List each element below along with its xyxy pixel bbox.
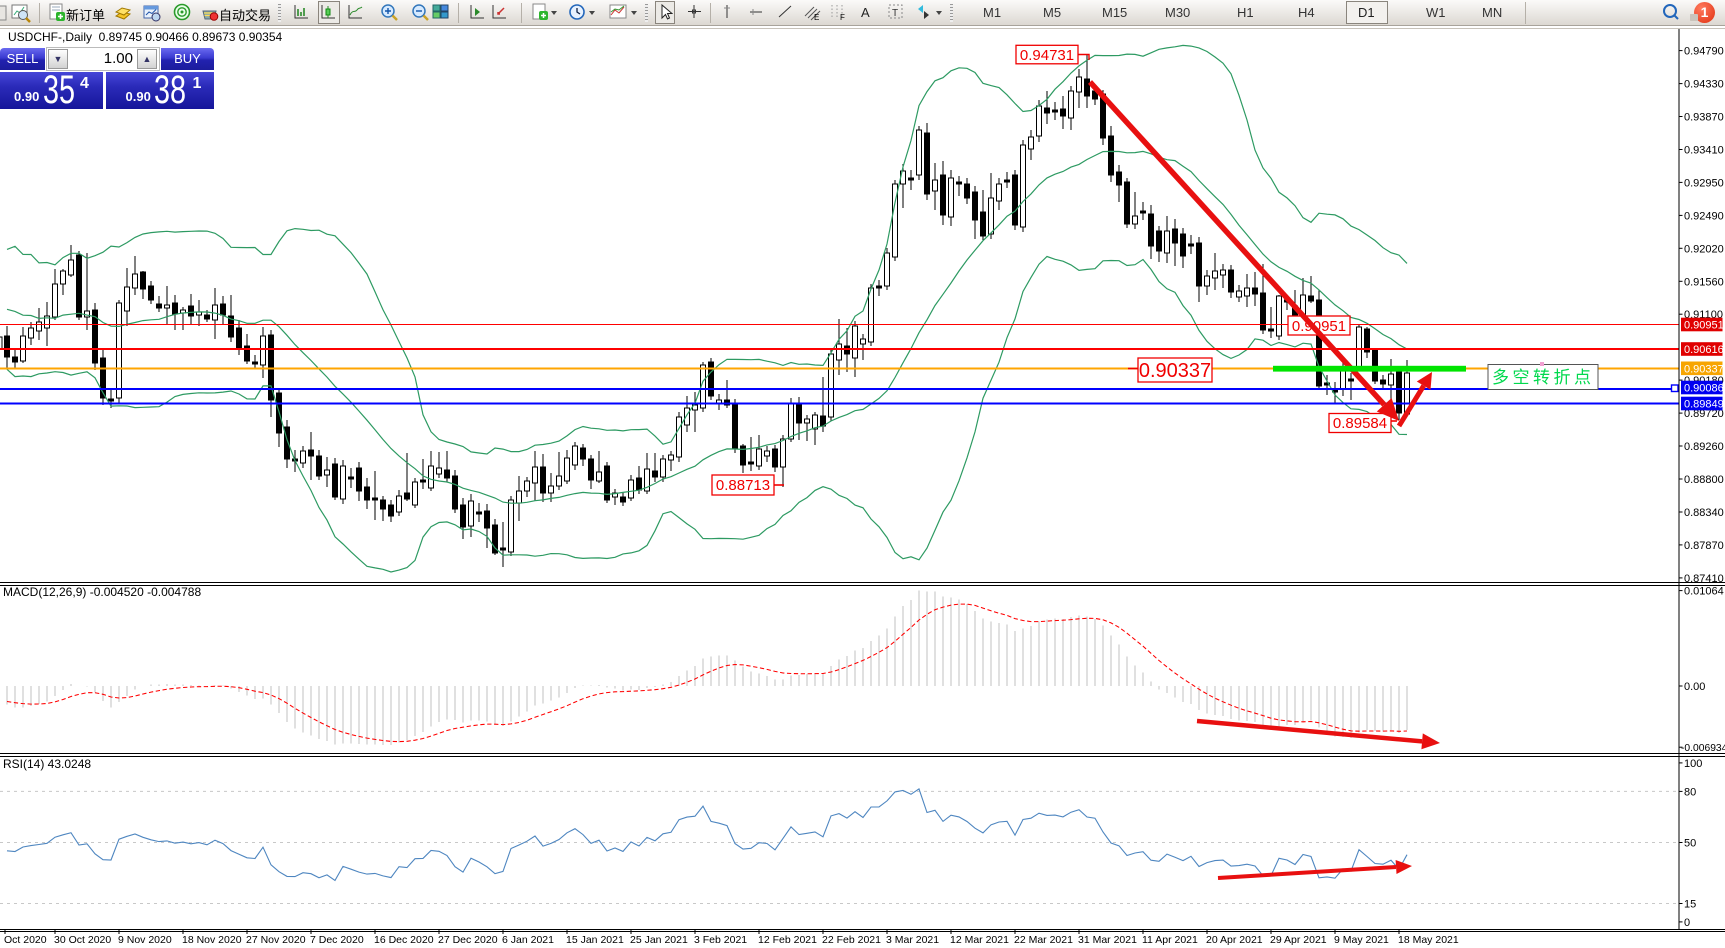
svg-text:0.01064: 0.01064 xyxy=(1684,586,1724,598)
svg-text:0.90951: 0.90951 xyxy=(1684,320,1724,332)
svg-text:22 Mar 2021: 22 Mar 2021 xyxy=(1014,934,1073,946)
svg-text:6 Jan 2021: 6 Jan 2021 xyxy=(502,934,554,946)
svg-text:29 Apr 2021: 29 Apr 2021 xyxy=(1270,934,1327,946)
svg-text:7 Dec 2020: 7 Dec 2020 xyxy=(310,934,364,946)
svg-text:Oct 2020: Oct 2020 xyxy=(4,934,47,946)
svg-text:27 Dec 2020: 27 Dec 2020 xyxy=(438,934,498,946)
svg-text:MACD(12,26,9) -0.004520 -0.004: MACD(12,26,9) -0.004520 -0.004788 xyxy=(3,585,201,599)
svg-text:-0.006934: -0.006934 xyxy=(1681,743,1725,754)
svg-text:0.92950: 0.92950 xyxy=(1684,177,1724,189)
svg-text:18 May 2021: 18 May 2021 xyxy=(1398,934,1459,946)
svg-text:0.92490: 0.92490 xyxy=(1684,210,1724,222)
svg-text:80: 80 xyxy=(1684,786,1696,798)
svg-text:12 Mar 2021: 12 Mar 2021 xyxy=(950,934,1009,946)
svg-text:0.88340: 0.88340 xyxy=(1684,507,1724,519)
svg-text:30 Oct 2020: 30 Oct 2020 xyxy=(54,934,111,946)
svg-text:22 Feb 2021: 22 Feb 2021 xyxy=(822,934,881,946)
svg-text:0.89584: 0.89584 xyxy=(1333,415,1387,432)
svg-text:15 Jan 2021: 15 Jan 2021 xyxy=(566,934,624,946)
svg-text:0.93870: 0.93870 xyxy=(1684,112,1724,124)
svg-text:E: E xyxy=(814,13,819,22)
svg-text:0.90337: 0.90337 xyxy=(1684,363,1724,375)
svg-text:RSI(14) 43.0248: RSI(14) 43.0248 xyxy=(3,757,91,771)
svg-text:9 Nov 2020: 9 Nov 2020 xyxy=(118,934,172,946)
svg-text:16 Dec 2020: 16 Dec 2020 xyxy=(374,934,434,946)
svg-text:F: F xyxy=(840,13,845,22)
svg-text:0.00: 0.00 xyxy=(1684,681,1705,693)
svg-text:15: 15 xyxy=(1684,899,1696,911)
svg-text:11 Apr 2021: 11 Apr 2021 xyxy=(1142,934,1198,946)
svg-text:0.88713: 0.88713 xyxy=(716,477,770,494)
svg-text:0.90616: 0.90616 xyxy=(1684,344,1724,356)
svg-text:20 Apr 2021: 20 Apr 2021 xyxy=(1206,934,1263,946)
svg-text:0: 0 xyxy=(1684,917,1690,929)
svg-text:12 Feb 2021: 12 Feb 2021 xyxy=(758,934,817,946)
svg-text:T: T xyxy=(892,8,898,19)
svg-text:0.92020: 0.92020 xyxy=(1684,243,1724,255)
svg-text:USDCHF-,Daily 0.89745 0.90466: USDCHF-,Daily 0.89745 0.90466 0.89673 0.… xyxy=(8,30,283,44)
svg-text:多空转折点: 多空转折点 xyxy=(1492,368,1595,387)
svg-text:0.94790: 0.94790 xyxy=(1684,46,1724,58)
svg-text:0.90337: 0.90337 xyxy=(1139,360,1211,382)
svg-text:3 Feb 2021: 3 Feb 2021 xyxy=(694,934,747,946)
svg-text:0.87410: 0.87410 xyxy=(1684,573,1724,585)
svg-text:0.89260: 0.89260 xyxy=(1684,441,1724,453)
svg-text:9 May 2021: 9 May 2021 xyxy=(1334,934,1389,946)
svg-text:0.89720: 0.89720 xyxy=(1684,408,1724,420)
svg-text:0.90086: 0.90086 xyxy=(1684,383,1724,395)
svg-text:3 Mar 2021: 3 Mar 2021 xyxy=(886,934,939,946)
svg-text:18 Nov 2020: 18 Nov 2020 xyxy=(182,934,242,946)
svg-text:27 Nov 2020: 27 Nov 2020 xyxy=(246,934,306,946)
svg-text:50: 50 xyxy=(1684,838,1696,850)
svg-text:0.94330: 0.94330 xyxy=(1684,79,1724,91)
svg-text:0.93410: 0.93410 xyxy=(1684,145,1724,157)
svg-text:0.88800: 0.88800 xyxy=(1684,474,1724,486)
svg-text:31 Mar 2021: 31 Mar 2021 xyxy=(1078,934,1137,946)
svg-text:0.91560: 0.91560 xyxy=(1684,276,1724,288)
svg-text:100: 100 xyxy=(1684,758,1702,770)
svg-text:25 Jan 2021: 25 Jan 2021 xyxy=(630,934,688,946)
svg-text:0.89849: 0.89849 xyxy=(1684,399,1724,411)
svg-text:0.94731: 0.94731 xyxy=(1020,47,1074,64)
svg-text:0.87870: 0.87870 xyxy=(1684,540,1724,552)
